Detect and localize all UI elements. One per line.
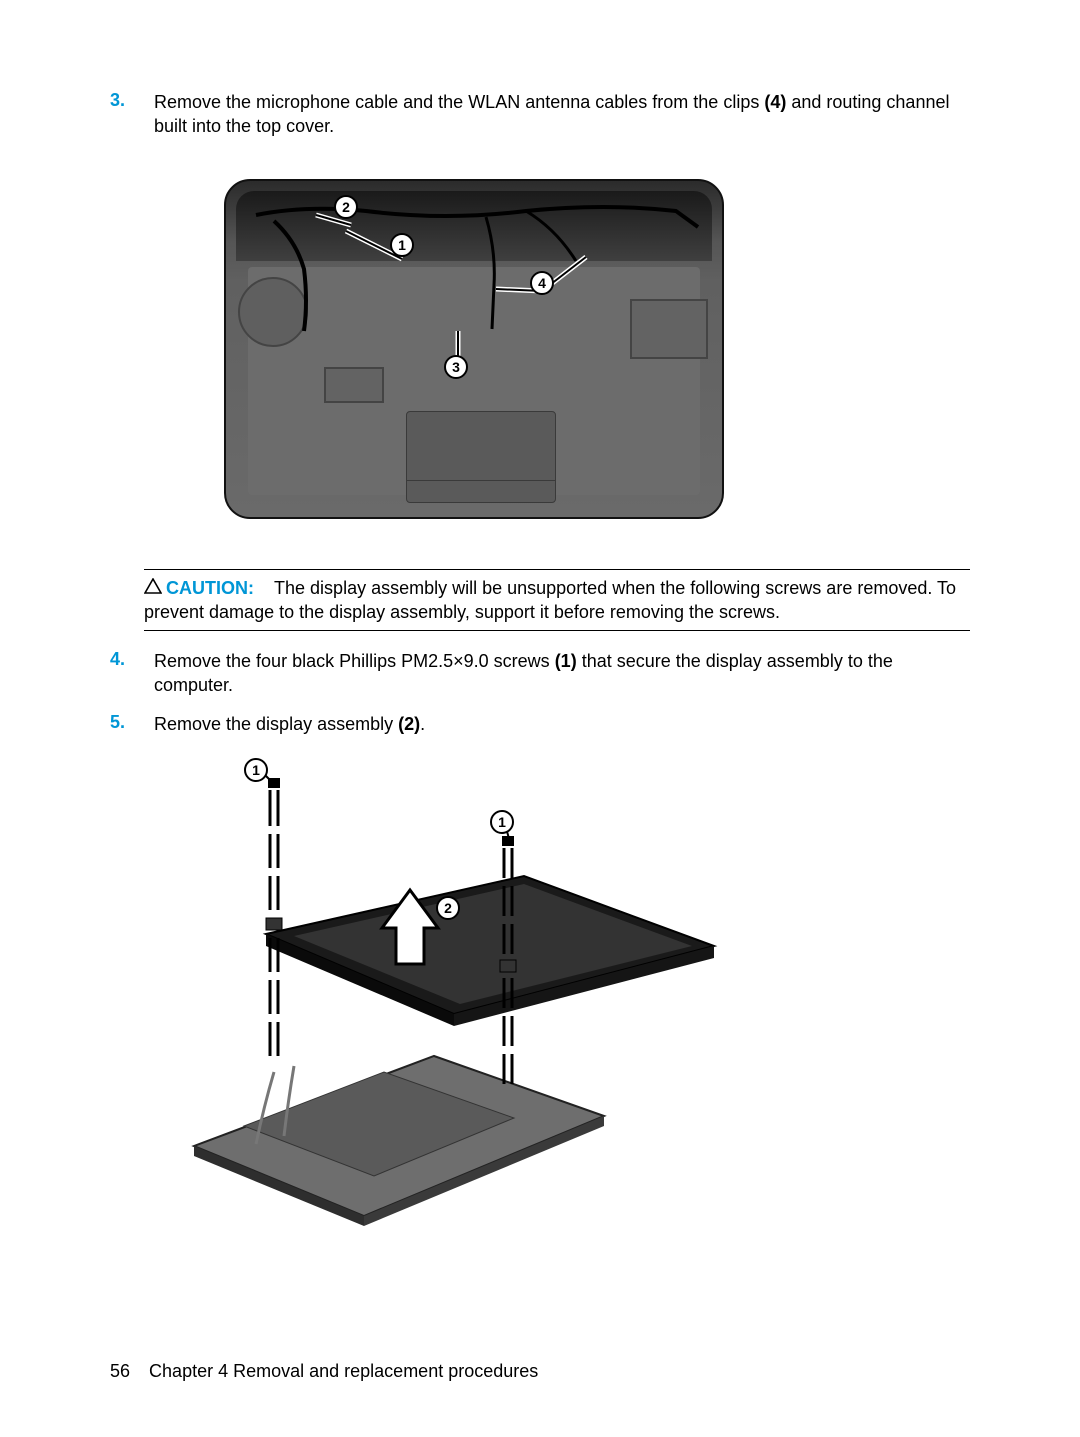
callout-4: 4 <box>530 271 554 295</box>
caution-icon <box>144 576 166 600</box>
step-number: 3. <box>110 90 154 139</box>
step-5: 5. Remove the display assembly (2). <box>110 712 970 736</box>
callout-2-label: 2 <box>342 199 350 215</box>
step-4-text-a: Remove the four black Phillips PM2.5×9.0… <box>154 651 555 671</box>
callout-1a-label: 1 <box>252 762 260 778</box>
callout-3-label: 3 <box>452 359 460 375</box>
figure-display-removal: 1 1 2 <box>184 756 724 1226</box>
step-number: 4. <box>110 649 154 698</box>
callout-1b: 1 <box>490 810 514 834</box>
callout-3: 3 <box>444 355 468 379</box>
callout-1-label: 1 <box>398 237 406 253</box>
caution-label: CAUTION: <box>166 578 254 598</box>
laptop-top-cover <box>224 179 724 519</box>
figure-cable-routing: 1 2 3 4 <box>184 159 764 539</box>
touchpad <box>406 411 556 503</box>
callout-2: 2 <box>334 195 358 219</box>
step-5-ref: (2) <box>398 714 420 734</box>
exploded-view <box>184 756 724 1226</box>
callout-2-label: 2 <box>444 900 452 916</box>
page-number: 56 <box>110 1361 130 1381</box>
step-text: Remove the four black Phillips PM2.5×9.0… <box>154 649 970 698</box>
step-3-ref: (4) <box>764 92 786 112</box>
caution-block: CAUTION: The display assembly will be un… <box>144 569 970 632</box>
step-4-ref: (1) <box>555 651 577 671</box>
callout-1: 1 <box>390 233 414 257</box>
touchpad-buttons <box>407 480 555 502</box>
step-text: Remove the display assembly (2). <box>154 712 970 736</box>
callout-1b-label: 1 <box>498 814 506 830</box>
page-footer: 56 Chapter 4 Removal and replacement pro… <box>110 1361 538 1382</box>
cable-paths <box>226 181 726 381</box>
step-text: Remove the microphone cable and the WLAN… <box>154 90 970 139</box>
callout-4-label: 4 <box>538 275 546 291</box>
callout-2: 2 <box>436 896 460 920</box>
step-5-text-a: Remove the display assembly <box>154 714 398 734</box>
chapter-title: Chapter 4 Removal and replacement proced… <box>149 1361 538 1381</box>
step-4: 4. Remove the four black Phillips PM2.5×… <box>110 649 970 698</box>
page: 3. Remove the microphone cable and the W… <box>0 0 1080 1437</box>
step-5-text-b: . <box>420 714 425 734</box>
step-number: 5. <box>110 712 154 736</box>
step-3-text-a: Remove the microphone cable and the WLAN… <box>154 92 764 112</box>
callout-1a: 1 <box>244 758 268 782</box>
step-3: 3. Remove the microphone cable and the W… <box>110 90 970 139</box>
